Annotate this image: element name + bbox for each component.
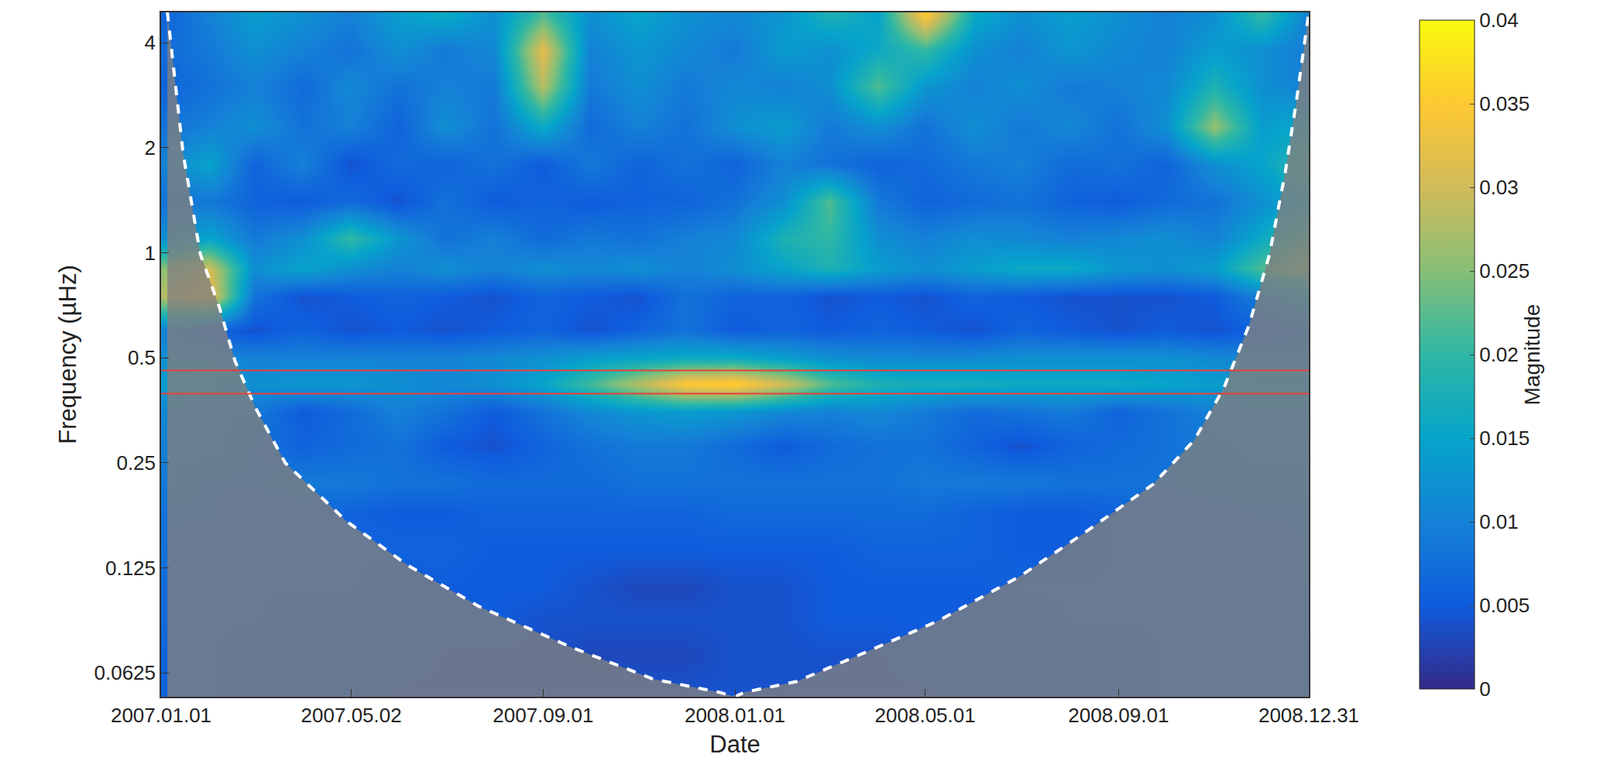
svg-text:0.02: 0.02 [1479, 343, 1519, 367]
svg-text:2008.01.01: 2008.01.01 [684, 703, 786, 728]
svg-text:4: 4 [144, 30, 156, 55]
svg-text:0.035: 0.035 [1479, 92, 1530, 116]
svg-text:0.5: 0.5 [127, 346, 156, 370]
svg-text:0.04: 0.04 [1479, 8, 1519, 32]
svg-text:0: 0 [1479, 677, 1491, 701]
svg-text:2008.05.01: 2008.05.01 [875, 703, 976, 728]
svg-text:0.03: 0.03 [1479, 175, 1519, 200]
svg-text:0.125: 0.125 [105, 556, 156, 581]
svg-text:2007.01.01: 2007.01.01 [110, 703, 212, 728]
svg-text:2008.12.31: 2008.12.31 [1258, 703, 1360, 728]
svg-text:0.005: 0.005 [1479, 593, 1530, 618]
svg-text:0.25: 0.25 [116, 451, 156, 475]
svg-text:0.01: 0.01 [1479, 510, 1519, 534]
svg-text:0.015: 0.015 [1479, 426, 1530, 450]
svg-text:0.0625: 0.0625 [94, 661, 157, 685]
svg-text:Date: Date [709, 731, 760, 759]
svg-text:2007.09.01: 2007.09.01 [492, 703, 594, 728]
svg-text:Magnitude: Magnitude [1520, 304, 1545, 406]
svg-text:1: 1 [144, 241, 156, 265]
svg-text:0.025: 0.025 [1479, 259, 1530, 283]
svg-text:Frequency (µHz): Frequency (µHz) [54, 264, 82, 444]
svg-text:2008.09.01: 2008.09.01 [1067, 703, 1169, 728]
svg-text:2: 2 [144, 136, 156, 160]
svg-text:2007.05.02: 2007.05.02 [301, 703, 402, 728]
